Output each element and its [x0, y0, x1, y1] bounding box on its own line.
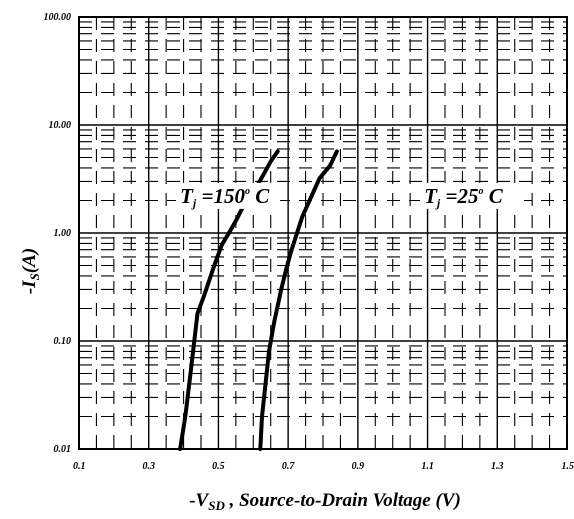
x-axis-label: -VSD , Source-to-Drain Voltage (V) [189, 490, 461, 513]
annotation-unit: C [483, 184, 503, 208]
grid-layer [79, 17, 567, 449]
y-axis-label: -IS(A) [19, 248, 42, 294]
y-tick-label: 0.01 [54, 444, 72, 455]
x-tick-label: 1.3 [491, 461, 504, 472]
y-tick-label: 10.00 [49, 120, 72, 131]
y-tick-label: 0.10 [54, 336, 72, 347]
annotation-2: Tj =25o C [424, 184, 504, 210]
x-axis-label-prefix: -V [189, 490, 209, 511]
y-axis-label-prefix: -I [19, 280, 40, 294]
x-tick-label: 0.9 [352, 461, 365, 472]
y-axis-label-sub: S [27, 273, 42, 280]
y-tick-label: 100.00 [44, 12, 72, 23]
y-axis-label-rest: (A) [19, 248, 40, 273]
annotation-text: =25 [440, 184, 478, 208]
x-tick-label: 0.1 [73, 461, 86, 472]
y-tick-label: 1.00 [54, 228, 72, 239]
annotation-text: =150 [196, 184, 245, 208]
x-tick-label: 0.5 [212, 461, 225, 472]
annotation-unit: C [250, 184, 270, 208]
x-axis-label-sub: SD [208, 498, 225, 513]
x-tick-label: 0.3 [142, 461, 155, 472]
x-tick-label: 0.7 [282, 461, 296, 472]
x-axis-label-rest: , Source-to-Drain Voltage (V) [225, 490, 461, 511]
x-tick-label: 1.5 [562, 461, 574, 472]
x-tick-label: 1.1 [421, 461, 434, 472]
